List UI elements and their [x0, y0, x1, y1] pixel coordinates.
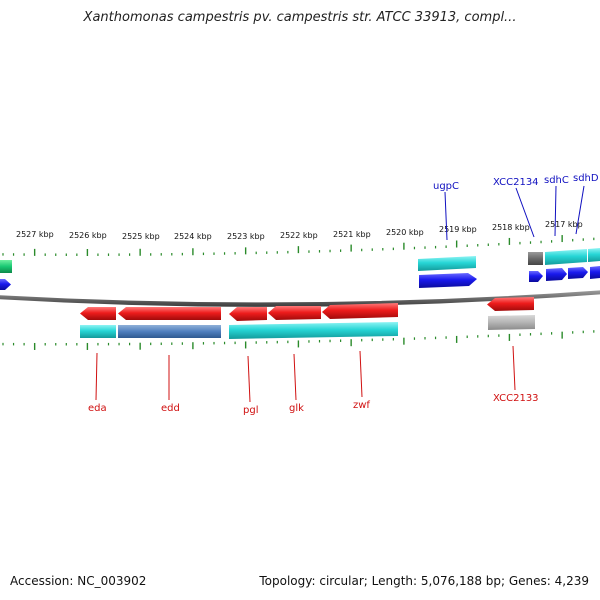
gene-label-sdhD: sdhD	[573, 173, 599, 184]
gene-feature-XCC2134	[528, 252, 543, 265]
gene-feature-eda	[80, 325, 116, 338]
inner-tick-row	[2, 330, 595, 350]
cds-arrow-right-edge	[590, 266, 600, 279]
gene-label-XCC2134: XCC2134	[493, 177, 539, 188]
gene-label-glk: glk	[289, 403, 304, 414]
label-leaders	[95, 185, 585, 403]
cds-arrow-ugpC	[419, 273, 477, 288]
leader-glk	[293, 353, 297, 401]
scale-label-2526: 2526 kbp	[69, 231, 107, 240]
leader-XCC2134	[515, 187, 535, 238]
outer-tick-row	[2, 235, 595, 256]
scale-label-2519: 2519 kbp	[439, 225, 477, 234]
leader-ugpC	[444, 191, 448, 241]
gene-label-eda: eda	[88, 403, 107, 414]
gene-labels: ugpC XCC2134 sdhC sdhD eda edd pgl glk z…	[88, 173, 599, 416]
gene-feature-edd	[118, 325, 221, 338]
cds-arrow-glk	[268, 306, 321, 320]
gene-label-zwf: zwf	[353, 400, 370, 411]
cds-arrow-pgl	[229, 307, 267, 321]
scale-label-2523: 2523 kbp	[227, 232, 265, 241]
scale-label-2517: 2517 kbp	[545, 220, 583, 229]
scale-label-2527: 2527 kbp	[16, 230, 54, 239]
gene-feature-partial-left	[0, 260, 12, 273]
scale-label-2518: 2518 kbp	[492, 223, 530, 232]
cds-arrow-partial-left	[0, 279, 11, 290]
cds-arrow-sdhC	[546, 268, 567, 281]
leader-pgl	[247, 355, 251, 403]
gene-label-ugpC: ugpC	[433, 181, 459, 192]
gene-label-pgl: pgl	[243, 405, 258, 416]
scale-label-2520: 2520 kbp	[386, 228, 424, 237]
forward-strand-features	[0, 248, 600, 290]
genome-backbone	[0, 290, 600, 307]
leader-zwf	[359, 350, 363, 398]
leader-XCC2133	[512, 345, 516, 391]
scale-label-2521: 2521 kbp	[333, 230, 371, 239]
gene-feature-pgl-glk-zwf	[229, 322, 398, 339]
gene-feature-sdhC	[545, 249, 587, 265]
cds-arrow-XCC2134	[529, 271, 543, 282]
gene-feature-right-edge	[588, 248, 600, 262]
gene-label-XCC2133: XCC2133	[493, 393, 539, 404]
reverse-strand-features	[80, 297, 535, 339]
cds-arrow-eda	[80, 307, 116, 320]
map-title: Xanthomonas campestris pv. campestris st…	[83, 10, 517, 25]
cds-arrow-edd	[118, 307, 221, 320]
scale-labels: 2527 kbp 2526 kbp 2525 kbp 2524 kbp 2523…	[16, 220, 583, 241]
scale-label-2525: 2525 kbp	[122, 232, 160, 241]
topology-info: Topology: circular; Length: 5,076,188 bp…	[259, 574, 589, 588]
leader-sdhC	[554, 185, 557, 237]
scale-label-2524: 2524 kbp	[174, 232, 212, 241]
cds-arrow-XCC2133	[487, 297, 534, 311]
accession-info: Accession: NC_003902	[10, 574, 147, 588]
scale-label-2522: 2522 kbp	[280, 231, 318, 240]
leader-sdhD	[575, 185, 585, 235]
gene-feature-ugpC	[418, 256, 476, 271]
gene-label-edd: edd	[161, 403, 180, 414]
leader-eda	[95, 352, 98, 401]
gene-label-sdhC: sdhC	[544, 175, 569, 186]
gene-feature-XCC2133	[488, 315, 535, 330]
cds-arrow-sdhD	[568, 267, 588, 279]
cds-arrow-zwf	[322, 303, 398, 319]
